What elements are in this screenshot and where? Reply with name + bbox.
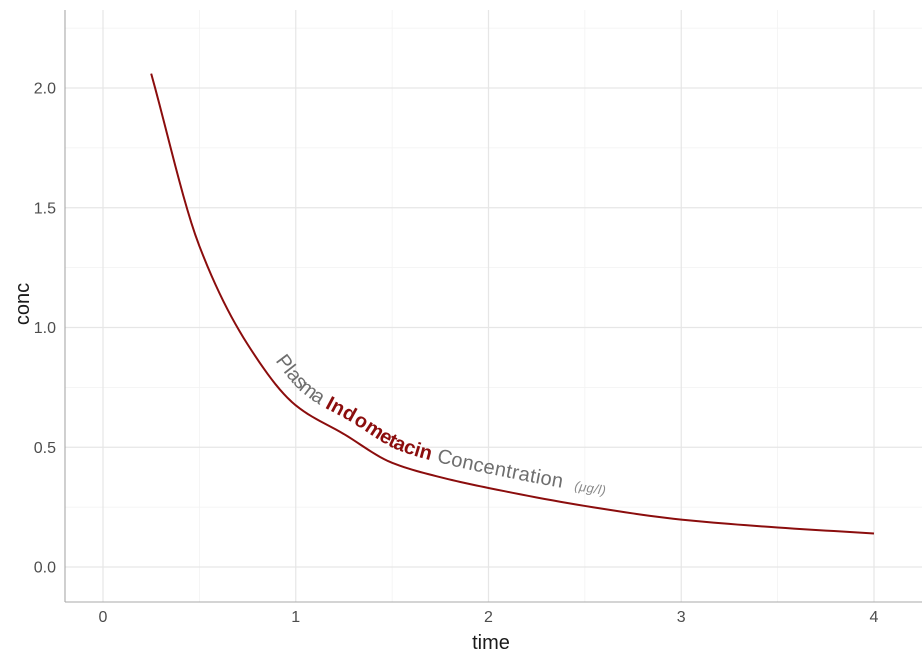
- y-tick-label: 2.0: [34, 81, 56, 98]
- x-axis-title: time: [472, 632, 510, 654]
- x-tick-label: 1: [291, 609, 300, 626]
- y-tick-label: 0.5: [34, 440, 56, 457]
- curve-label-path: Plasma Indometacin Concentration (μg/l): [271, 350, 607, 498]
- y-tick-label: 1.0: [34, 320, 56, 337]
- y-tick-label: 0.0: [34, 560, 56, 577]
- curve-label-segment: Plasma: [271, 350, 333, 412]
- curve-label-segment: Concentration: [429, 444, 565, 493]
- x-tick-label: 0: [99, 609, 108, 626]
- concentration-curve: [150, 73, 875, 535]
- x-tick-label: 3: [677, 609, 686, 626]
- y-tick-label: 1.5: [34, 200, 56, 217]
- x-tick-label: 4: [870, 609, 879, 626]
- x-tick-label: 2: [484, 609, 493, 626]
- y-axis-title: conc: [12, 283, 34, 325]
- curve-label-text: Plasma Indometacin Concentration (μg/l): [271, 350, 607, 498]
- curve-label-segment: Indometacin: [322, 393, 435, 465]
- curve-label-segment: (μg/l): [562, 476, 608, 498]
